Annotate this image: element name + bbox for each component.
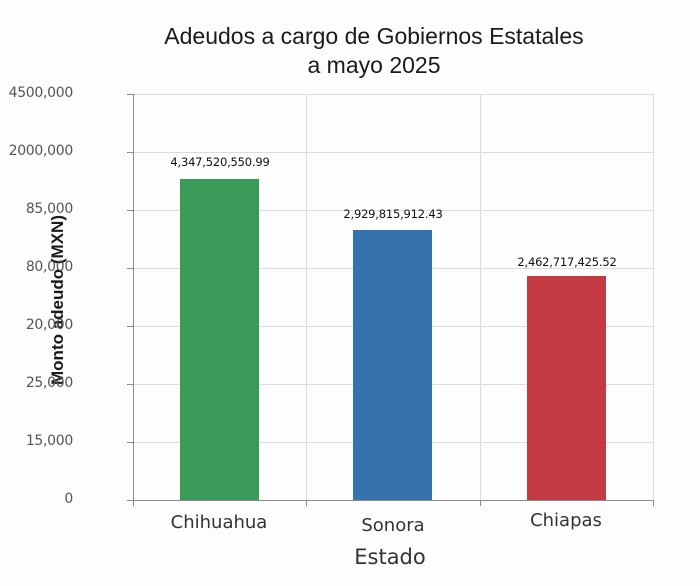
x-category-label: Chiapas (530, 510, 602, 531)
x-category-label: Sonora (361, 515, 425, 536)
y-tick-label: 85,000 (25, 201, 73, 217)
y-tick-label: 0 (64, 491, 73, 507)
y-tick (127, 210, 133, 211)
bar-sonora (353, 230, 432, 500)
gridline (306, 94, 307, 500)
x-axis (129, 500, 653, 501)
y-tick (127, 152, 133, 153)
chart-title: Adeudos a cargo de Gobiernos Estatales a… (0, 22, 700, 80)
chart-title-line-2: a mayo 2025 (307, 52, 441, 78)
bar-chiapas (527, 276, 606, 500)
x-category-label: Chihuahua (170, 512, 268, 533)
x-tick (480, 500, 481, 506)
y-tick (127, 384, 133, 385)
bar-value-label: 2,929,815,912.43 (343, 207, 443, 221)
y-tick (127, 268, 133, 269)
y-tick (127, 326, 133, 327)
y-tick-label: 4500,000 (8, 85, 74, 101)
y-tick-label: 25,000 (25, 375, 73, 391)
y-tick-label: 20,000 (25, 317, 73, 333)
gridline (653, 94, 654, 500)
x-axis-label: Estado (354, 545, 426, 569)
y-tick-label: 15,000 (25, 433, 73, 449)
y-tick (127, 442, 133, 443)
y-tick (127, 94, 133, 95)
y-tick (127, 500, 133, 501)
bar-value-label: 4,347,520,550.99 (170, 155, 270, 169)
x-tick (653, 500, 654, 506)
x-tick (306, 500, 307, 506)
x-tick (133, 500, 134, 506)
y-tick-label: 2000,000 (8, 143, 74, 159)
gridline (133, 210, 653, 211)
gridline (480, 94, 481, 500)
y-axis (133, 94, 134, 506)
bar-chihuahua (180, 179, 259, 500)
bar-value-label: 2,462,717,425.52 (517, 255, 617, 269)
plot-area: 4500,000 2000,000 85,000 80,000 20,000 2… (9, 85, 654, 507)
y-axis-label: Monto adeudo (MXN) (48, 215, 67, 385)
gridline (133, 94, 653, 95)
chart-title-line-1: Adeudos a cargo de Gobiernos Estatales (164, 23, 584, 49)
y-tick-label: 80,000 (25, 259, 73, 275)
gridline (133, 152, 653, 153)
